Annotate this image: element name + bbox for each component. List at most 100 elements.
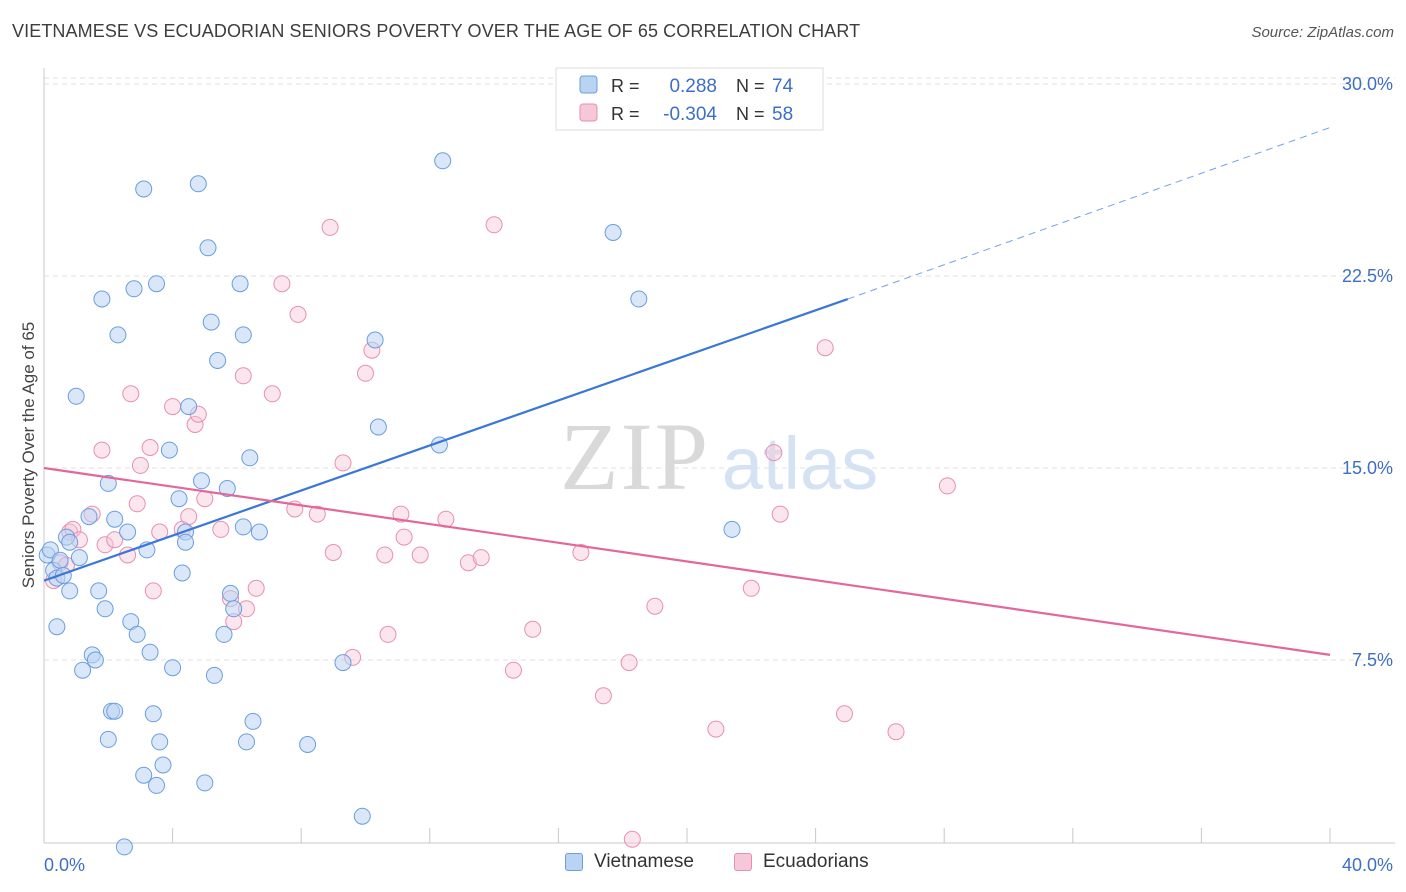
- ecuadorians-point: [289, 305, 307, 323]
- ecuadorians-point: [742, 579, 760, 597]
- vietnamese-point: [173, 564, 191, 582]
- legend-r-label: R =: [611, 104, 640, 124]
- ecuadorians-point: [376, 546, 394, 564]
- ecuadorians-point: [164, 398, 182, 416]
- ecuadorians-point: [308, 505, 326, 523]
- vietnamese-point: [148, 275, 165, 293]
- vietnamese-point: [234, 326, 252, 344]
- vietnamese-point: [93, 290, 111, 308]
- chart-title: VIETNAMESE VS ECUADORIAN SENIORS POVERTY…: [12, 21, 861, 41]
- vietnamese-point: [128, 625, 146, 643]
- vietnamese-point: [51, 551, 69, 569]
- ecuadorians-point: [379, 625, 397, 643]
- vietnamese-point: [193, 472, 210, 490]
- legend-label-ecuadorians: Ecuadorians: [763, 851, 869, 872]
- vietnamese-point: [180, 398, 198, 416]
- watermark-zip: ZIP: [560, 403, 710, 510]
- vietnamese-point: [99, 474, 117, 492]
- vietnamese-point: [225, 600, 243, 618]
- ecuadorians-point: [765, 444, 783, 462]
- vietnamese-point: [209, 352, 227, 369]
- vietnamese-point: [215, 625, 233, 643]
- legend-r-label: R =: [611, 76, 640, 96]
- y-tick-label: 7.5%: [1352, 650, 1393, 670]
- vietnamese-point: [299, 736, 317, 753]
- ecuadorians-point: [816, 339, 834, 357]
- vietnamese-point: [189, 175, 207, 193]
- ecuadorians-point: [836, 705, 853, 723]
- ecuadorians-point: [247, 579, 265, 597]
- legend-item-vietnamese: Vietnamese: [565, 851, 694, 873]
- vietnamese-point: [148, 776, 165, 794]
- legend-swatch-vietnamese: [565, 853, 583, 871]
- ecuadorians-point: [122, 385, 140, 403]
- vietnamese-point: [244, 712, 262, 730]
- ecuadorians-point: [395, 528, 413, 546]
- stats-legend: R = 0.288 N = 74 R = -0.304 N = 58: [555, 67, 824, 131]
- watermark: ZIP atlas: [560, 403, 878, 510]
- vietnamese-point: [119, 523, 137, 541]
- ecuadorians-point: [234, 367, 252, 385]
- ecuadorians-point: [93, 441, 111, 459]
- ecuadorians-point: [392, 505, 410, 523]
- vietnamese-point: [164, 659, 182, 677]
- vietnamese-point: [369, 418, 387, 436]
- ecuadorians-point: [144, 582, 162, 600]
- vietnamese-point: [630, 290, 648, 308]
- vietnamese-point: [80, 508, 98, 526]
- ecuadorians-point: [334, 454, 352, 472]
- vietnamese-point: [61, 582, 79, 600]
- legend-swatch-ecuadorians: [734, 853, 752, 871]
- watermark-atlas: atlas: [722, 422, 878, 505]
- vietnamese-point: [366, 331, 384, 349]
- ecuadorians-point: [887, 723, 905, 741]
- ecuadorians-point: [131, 456, 149, 474]
- x-tick-label: 40.0%: [1342, 855, 1393, 875]
- axes: [43, 68, 1395, 844]
- vietnamese-point: [151, 733, 169, 751]
- ecuadorians-point: [411, 546, 429, 564]
- legend-n-label: N =: [736, 76, 765, 96]
- ecuadorians-point: [141, 439, 159, 456]
- vietnamese-point: [61, 533, 79, 551]
- x-tick-labels: 0.0% 40.0%: [44, 855, 1393, 875]
- vietnamese-point: [99, 730, 117, 748]
- vietnamese-trend-line: [43, 298, 849, 582]
- ecuadorians-point: [128, 495, 146, 513]
- vietnamese-point: [115, 838, 133, 856]
- vietnamese-point: [434, 152, 452, 170]
- ecuadorians-point: [524, 620, 542, 638]
- ecuadorians-point: [324, 544, 342, 561]
- vietnamese-point: [334, 654, 352, 672]
- ecuadorians-point: [623, 830, 641, 848]
- legend-n-label: N =: [736, 104, 765, 124]
- ecuadorians-point: [485, 216, 503, 234]
- vietnamese-point: [106, 510, 124, 528]
- ecuadorians-point: [106, 531, 124, 549]
- ecuadorians-point: [594, 687, 612, 705]
- source-credit: Source: ZipAtlas.com: [1251, 24, 1394, 41]
- vietnamese-point: [86, 651, 104, 669]
- ecuadorians-point: [771, 505, 789, 523]
- vietnamese-trend-extension: [847, 127, 1331, 300]
- vietnamese-point: [205, 666, 223, 684]
- vietnamese-point: [106, 702, 124, 720]
- x-tick-label: 0.0%: [44, 855, 85, 875]
- ecuadorians-point: [472, 549, 490, 567]
- stats-legend-box: [555, 67, 824, 131]
- vietnamese-point: [74, 661, 92, 679]
- ecuadorians-point: [186, 416, 204, 433]
- vietnamese-point: [135, 766, 153, 784]
- y-tick-label: 15.0%: [1342, 458, 1393, 478]
- vietnamese-point: [723, 520, 741, 538]
- ecuadorians-point: [620, 654, 638, 672]
- ecuadorians-point: [180, 508, 198, 526]
- ecuadorians-point: [572, 544, 590, 561]
- vietnamese-point: [48, 618, 66, 636]
- vietnamese-point: [353, 807, 371, 825]
- vietnamese-point: [238, 733, 255, 751]
- vietnamese-point: [90, 582, 108, 600]
- legend-r-value: -0.304: [663, 104, 717, 125]
- vietnamese-point: [70, 549, 88, 567]
